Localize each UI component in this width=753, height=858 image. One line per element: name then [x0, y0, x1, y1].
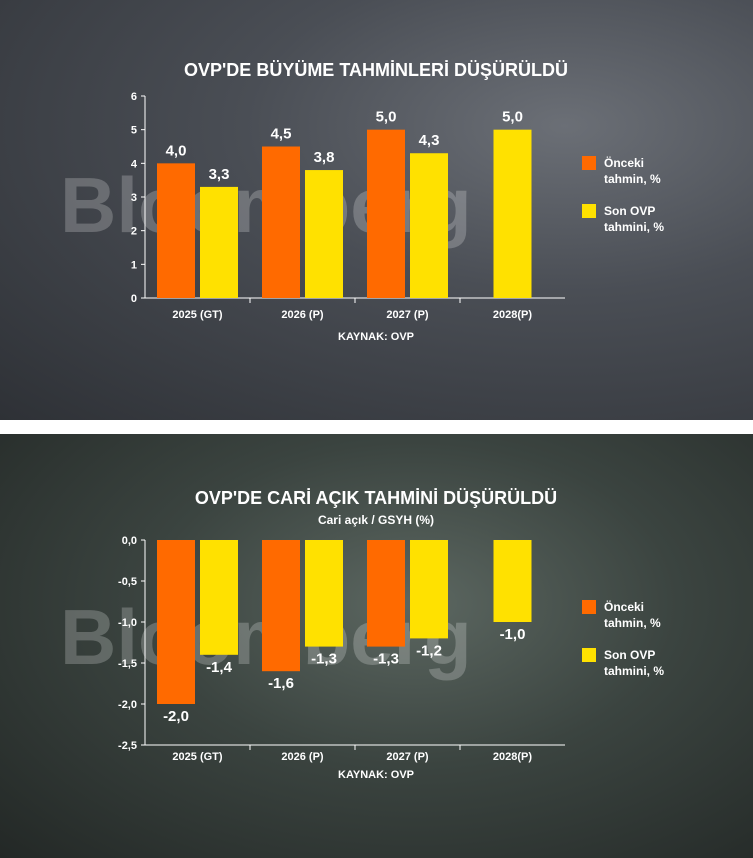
y-tick-label: -1,0	[118, 617, 137, 629]
legend-label: Son OVP tahmini, %	[604, 648, 664, 678]
data-label: 4,0	[166, 142, 187, 159]
y-tick-label: -1,5	[118, 658, 137, 670]
data-label: -1,3	[311, 651, 337, 668]
y-tick-label: 6	[131, 91, 137, 103]
chart-subtitle: Cari açık / GSYH (%)	[318, 513, 434, 527]
y-tick-label: 0	[131, 293, 137, 305]
y-tick-label: 5	[131, 125, 137, 137]
data-label: -1,0	[500, 626, 526, 643]
chart-source: KAYNAK: OVP	[338, 331, 414, 343]
bar-previous	[367, 540, 405, 647]
data-label: -1,6	[268, 675, 294, 692]
legend-swatch	[582, 648, 596, 662]
data-label: 3,8	[314, 149, 335, 166]
growth-chart-panel: Bloomberg OVP'DE BÜYÜME TAHMİNLERİ DÜŞÜR…	[0, 0, 753, 420]
x-tick-label: 2025 (GT)	[172, 751, 222, 763]
legend-swatch	[582, 204, 596, 218]
data-label: 4,5	[271, 126, 292, 143]
data-label: -2,0	[163, 708, 189, 725]
y-tick-label: 3	[131, 192, 137, 204]
data-label: -1,3	[373, 651, 399, 668]
bar-latest	[200, 186, 238, 298]
y-tick-label: -2,0	[118, 699, 137, 711]
legend-label: Son OVP tahmini, %	[604, 204, 664, 234]
legend-swatch	[582, 156, 596, 170]
bar-latest	[200, 540, 238, 655]
chart-source: KAYNAK: OVP	[338, 769, 414, 781]
x-tick-label: 2026 (P)	[281, 751, 324, 763]
bar-previous	[157, 163, 195, 298]
bar-latest	[305, 170, 343, 298]
x-tick-label: 2028(P)	[493, 309, 532, 321]
growth-chart: Bloomberg OVP'DE BÜYÜME TAHMİNLERİ DÜŞÜR…	[60, 60, 664, 343]
legend-label: Önceki tahmin, %	[604, 599, 661, 630]
current-account-chart: Bloomberg OVP'DE CARİ AÇIK TAHMİNİ DÜŞÜR…	[60, 488, 664, 781]
bar-previous	[157, 540, 195, 704]
bar-latest	[305, 540, 343, 647]
y-tick-label: 2	[131, 226, 137, 238]
data-label: 3,3	[209, 166, 230, 183]
data-label: 5,0	[502, 109, 523, 126]
legend-swatch	[582, 600, 596, 614]
chart-title: OVP'DE BÜYÜME TAHMİNLERİ DÜŞÜRÜLDÜ	[184, 60, 568, 80]
x-tick-label: 2027 (P)	[386, 309, 429, 321]
y-tick-label: -2,5	[118, 740, 137, 752]
y-tick-label: 0,0	[122, 535, 137, 547]
legend-label: Önceki tahmin, %	[604, 155, 661, 186]
bar-previous	[262, 146, 300, 298]
bar-latest	[493, 129, 532, 298]
x-tick-label: 2028(P)	[493, 751, 532, 763]
current-account-chart-panel: Bloomberg OVP'DE CARİ AÇIK TAHMİNİ DÜŞÜR…	[0, 434, 753, 858]
bar-previous	[367, 129, 405, 298]
x-tick-label: 2027 (P)	[386, 751, 429, 763]
x-tick-label: 2025 (GT)	[172, 309, 222, 321]
bar-latest	[410, 153, 448, 298]
y-tick-label: 1	[131, 259, 137, 271]
chart-title: OVP'DE CARİ AÇIK TAHMİNİ DÜŞÜRÜLDÜ	[195, 488, 557, 508]
y-tick-label: 4	[131, 158, 138, 170]
x-tick-label: 2026 (P)	[281, 309, 324, 321]
data-label: -1,2	[416, 642, 442, 659]
data-label: 5,0	[376, 109, 397, 126]
bar-latest	[410, 540, 448, 639]
bar-previous	[262, 540, 300, 672]
data-label: 4,3	[419, 132, 440, 149]
bar-latest	[493, 540, 532, 622]
data-label: -1,4	[206, 659, 233, 676]
y-tick-label: -0,5	[118, 576, 137, 588]
